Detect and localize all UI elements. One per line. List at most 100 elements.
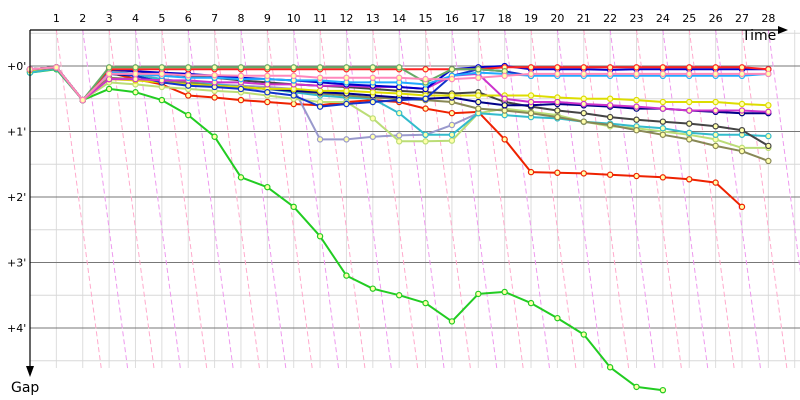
data-point xyxy=(369,64,377,71)
data-point xyxy=(132,64,139,71)
data-point xyxy=(606,171,614,178)
data-point xyxy=(580,64,587,71)
data-point xyxy=(633,103,640,110)
data-point xyxy=(343,74,350,82)
data-point xyxy=(395,109,403,117)
data-point xyxy=(448,109,456,117)
data-point xyxy=(475,290,482,298)
data-point xyxy=(554,169,561,176)
x-tick-label: 17 xyxy=(471,12,485,25)
data-point xyxy=(686,176,693,183)
x-tick-label: 4 xyxy=(132,12,139,25)
data-point xyxy=(264,98,271,106)
data-point xyxy=(554,70,561,78)
data-point xyxy=(448,318,456,325)
data-point xyxy=(369,115,377,122)
data-point xyxy=(606,64,614,71)
x-tick-label: 19 xyxy=(524,12,538,25)
data-point xyxy=(659,118,667,125)
data-point xyxy=(475,105,482,112)
data-point xyxy=(264,72,271,80)
data-point xyxy=(422,299,429,307)
x-tick-label: 12 xyxy=(339,12,353,25)
data-point xyxy=(105,75,113,83)
data-point xyxy=(290,72,297,80)
x-tick-label: 18 xyxy=(498,12,512,25)
data-point xyxy=(633,64,640,71)
data-point xyxy=(105,85,113,93)
data-point xyxy=(712,131,719,138)
data-point xyxy=(738,126,746,134)
x-tick-label: 10 xyxy=(287,12,301,25)
data-point xyxy=(448,92,456,99)
data-point xyxy=(185,64,192,71)
data-point xyxy=(554,64,561,71)
series xyxy=(26,64,772,104)
data-point xyxy=(712,64,719,71)
data-point xyxy=(264,89,271,96)
data-point xyxy=(686,107,693,114)
data-point xyxy=(211,64,218,71)
data-point xyxy=(580,118,587,125)
data-point xyxy=(237,85,245,93)
y-axis-title: Gap xyxy=(11,380,39,396)
x-tick-label: 24 xyxy=(656,12,670,25)
data-point xyxy=(580,109,587,117)
x-tick-label: 22 xyxy=(603,12,617,25)
data-point xyxy=(475,98,482,106)
x-tick-label: 15 xyxy=(419,12,433,25)
data-point xyxy=(395,64,403,71)
lapped-guide-line xyxy=(556,29,603,369)
data-point xyxy=(395,138,403,145)
data-point xyxy=(264,183,271,191)
data-point xyxy=(211,71,218,79)
x-tick-label: 14 xyxy=(392,12,406,25)
x-axis-title: Time xyxy=(741,28,776,44)
data-point xyxy=(211,133,218,140)
data-point xyxy=(290,203,297,211)
x-tick-label: 2 xyxy=(79,12,86,25)
data-point xyxy=(422,66,429,73)
data-point xyxy=(475,74,482,82)
data-point xyxy=(343,100,350,108)
data-point xyxy=(343,87,350,95)
data-point xyxy=(606,113,614,121)
data-point xyxy=(686,120,693,127)
lapped-guide-line xyxy=(108,29,155,369)
data-point xyxy=(132,89,139,96)
x-tick-label: 28 xyxy=(761,12,775,25)
data-point xyxy=(712,107,719,114)
x-tick-label: 20 xyxy=(550,12,564,25)
data-point xyxy=(712,70,719,78)
data-point xyxy=(158,96,166,104)
data-point xyxy=(527,109,535,117)
data-point xyxy=(554,314,561,322)
x-tick-label: 7 xyxy=(211,12,218,25)
data-point xyxy=(369,285,377,292)
data-point xyxy=(185,111,192,119)
data-point xyxy=(527,64,535,71)
data-point xyxy=(527,70,535,78)
data-point xyxy=(158,64,166,71)
data-point xyxy=(765,132,772,140)
data-point xyxy=(395,292,403,299)
data-point xyxy=(712,123,719,130)
lapped-guide-line xyxy=(134,29,181,369)
data-point xyxy=(395,90,403,97)
data-point xyxy=(527,299,535,307)
data-point xyxy=(659,174,667,181)
lapped-guide-line xyxy=(583,29,630,369)
data-point xyxy=(237,72,245,80)
lapped-guide-line xyxy=(345,29,392,369)
data-point xyxy=(132,70,139,78)
data-point xyxy=(633,126,640,134)
data-point xyxy=(185,92,192,99)
data-point xyxy=(264,64,271,71)
data-point xyxy=(53,64,60,71)
data-point xyxy=(316,233,324,240)
data-point xyxy=(237,64,245,71)
data-point xyxy=(264,81,271,88)
data-point xyxy=(501,95,508,102)
data-point xyxy=(606,364,614,371)
